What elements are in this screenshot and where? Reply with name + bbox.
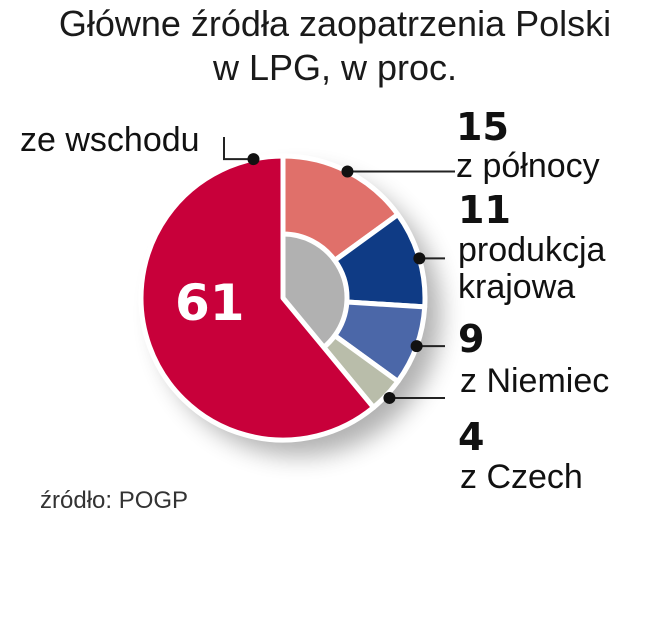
value-label-z-północy: 15 <box>456 105 509 149</box>
leader-dot-z-czech <box>383 391 396 404</box>
slice-ze-wschodu <box>138 153 377 443</box>
category-label-produkcja-krajowa-line-1: produkcja <box>458 231 606 269</box>
category-label-z-niemiec: z Niemiec <box>460 362 609 400</box>
category-label-produkcja-krajowa-line-2: krajowa <box>458 268 575 306</box>
leader-dot-ze-wschodu <box>247 153 260 166</box>
chart-title-line-1: Główne źródła zaopatrzenia Polski <box>58 3 612 44</box>
leader-dot-produkcja-krajowa <box>413 252 426 265</box>
chart-title-line-2: w LPG, w proc. <box>212 47 458 88</box>
leader-dot-z-niemiec <box>410 340 423 353</box>
value-label-produkcja-krajowa: 11 <box>458 188 511 232</box>
category-label-z-północy: z północy <box>456 147 600 185</box>
value-label-z-czech: 4 <box>458 415 484 459</box>
value-label-z-niemiec: 9 <box>458 317 484 361</box>
category-label-ze-wschodu: ze wschodu <box>20 121 200 159</box>
category-label-z-czech: z Czech <box>460 458 583 496</box>
value-label-ze-wschodu: 61 <box>175 274 245 332</box>
leader-line-ze-wschodu <box>223 137 254 161</box>
leader-dot-z-północy <box>341 165 354 178</box>
source-note: źródło: POGP <box>40 487 188 514</box>
